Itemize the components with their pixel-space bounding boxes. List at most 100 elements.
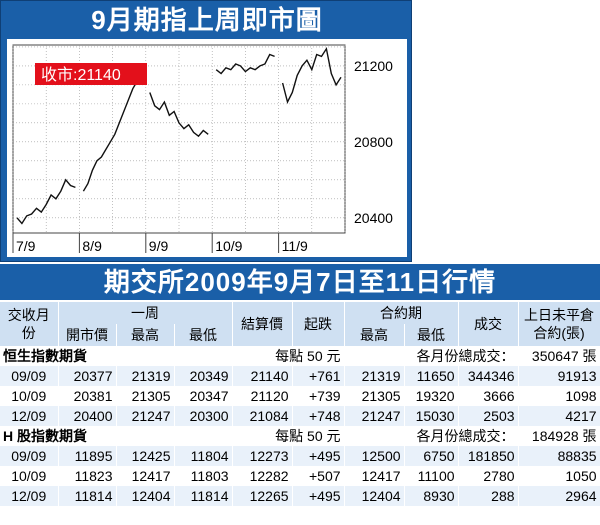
cell-high: 21305: [116, 386, 175, 406]
cell-high: 12417: [116, 466, 175, 486]
cell-change: +748: [292, 406, 345, 426]
cell-month: 10/09: [0, 466, 59, 486]
cell-month: 12/09: [0, 486, 59, 506]
chart-panel: 9月期指上周即市圖 20400 20800 21200 7/9 8/9 9/9 10/9 11…: [0, 0, 412, 262]
cell-settle: 21140: [232, 366, 293, 386]
table-row: 10/09 20381 21305 20347 21120 +739 21305 19320 3…: [0, 386, 600, 406]
chart-title: 9月期指上周即市圖: [91, 5, 323, 35]
table-row: 09/09 11895 12425 11804 12273 +495 12500 6750 18…: [0, 446, 600, 466]
cell-c-high: 12500: [344, 446, 405, 466]
header-low: 最低: [174, 324, 233, 346]
header-week: 一周: [58, 302, 233, 324]
cell-c-low: 6750: [404, 446, 459, 466]
cell-open: 11814: [58, 486, 117, 506]
header-contract-period: 合約期: [344, 302, 459, 324]
close-label-box: [35, 63, 147, 85]
header-change: 起跌: [292, 302, 345, 346]
cell-oi: 4217: [518, 406, 600, 426]
cell-low: 20347: [174, 386, 233, 406]
cell-c-low: 11650: [404, 366, 459, 386]
cell-change: +495: [292, 486, 345, 506]
section-header: H 股指數期貨 每點 50 元各月份總成交： 184928 張: [0, 426, 600, 446]
cell-low: 11804: [174, 446, 233, 466]
header-settle: 結算價: [232, 302, 293, 346]
cell-high: 12404: [116, 486, 175, 506]
cell-c-high: 12404: [344, 486, 405, 506]
y-tick-label: 20800: [354, 134, 393, 150]
cell-oi: 91913: [518, 366, 600, 386]
cell-c-low: 15030: [404, 406, 459, 426]
total-volume: 350647 張: [518, 346, 600, 366]
cell-c-high: 12417: [344, 466, 405, 486]
cell-volume: 2503: [458, 406, 519, 426]
cell-c-high: 21305: [344, 386, 405, 406]
header-open: 開市價: [58, 324, 117, 346]
cell-month: 12/09: [0, 406, 59, 426]
point-value: 每點 50 元: [232, 346, 345, 366]
cell-high: 21247: [116, 406, 175, 426]
cell-open: 11823: [58, 466, 117, 486]
futures-stats-table: 交收月份 一周 結算價 起跌 合約期 成交 上日未平倉合約(張) 開市價 最高 …: [0, 302, 600, 506]
cell-oi: 1050: [518, 466, 600, 486]
cell-oi: 2964: [518, 486, 600, 506]
header-volume: 成交: [458, 302, 519, 346]
cell-high: 21319: [116, 366, 175, 386]
cell-change: +495: [292, 446, 345, 466]
cell-settle: 21120: [232, 386, 293, 406]
x-tick-label: 10/9: [215, 238, 242, 254]
cell-open: 20381: [58, 386, 117, 406]
header-contract-low: 最低: [404, 324, 459, 346]
cell-low: 20300: [174, 406, 233, 426]
cell-c-high: 21247: [344, 406, 405, 426]
cell-volume: 288: [458, 486, 519, 506]
x-tick-label: 7/9: [16, 238, 36, 254]
series-line-11-9: [281, 46, 342, 104]
header-month: 交收月份: [0, 302, 59, 346]
x-tick-label: 8/9: [82, 238, 102, 254]
x-tick-label: 11/9: [282, 238, 308, 254]
section-name: 恒生指數期貨: [0, 346, 233, 366]
header-contract-high: 最高: [344, 324, 405, 346]
cell-month: 09/09: [0, 446, 59, 466]
cell-c-high: 21319: [344, 366, 405, 386]
cell-month: 09/09: [0, 366, 59, 386]
cell-low: 11814: [174, 486, 233, 506]
cell-change: +507: [292, 466, 345, 486]
header-high: 最高: [116, 324, 175, 346]
cell-settle: 12282: [232, 466, 293, 486]
y-tick-label: 21200: [354, 58, 393, 74]
point-value: 每點 50 元: [232, 426, 345, 446]
cell-oi: 1098: [518, 386, 600, 406]
chart-area: 20400 20800 21200 7/9 8/9 9/9 10/9 11/9 收市:2114…: [7, 39, 407, 257]
intraday-chart: 20400 20800 21200 7/9 8/9 9/9 10/9 11/9 收市:2114…: [12, 44, 393, 254]
series-line-9-9: [149, 92, 209, 138]
total-volume-label: 各月份總成交：: [344, 426, 519, 446]
cell-settle: 12273: [232, 446, 293, 466]
cell-change: +761: [292, 366, 345, 386]
cell-volume: 2780: [458, 466, 519, 486]
cell-open: 20400: [58, 406, 117, 426]
series-line-10-9: [215, 53, 275, 75]
total-volume-label: 各月份總成交：: [344, 346, 519, 366]
header-prev-oi: 上日未平倉合約(張): [518, 302, 600, 346]
cell-oi: 88835: [518, 446, 600, 466]
series-line-8-9: [82, 69, 143, 192]
cell-open: 11895: [58, 446, 117, 466]
cell-high: 12425: [116, 446, 175, 466]
cell-open: 20377: [58, 366, 117, 386]
table-row: 12/09 11814 12404 11814 12265 +495 12404 8930 28…: [0, 486, 600, 506]
table-title: 期交所2009年9月7日至11日行情: [0, 264, 600, 300]
table-row: 12/09 20400 21247 20300 21084 +748 21247 15030 2…: [0, 406, 600, 426]
cell-c-low: 19320: [404, 386, 459, 406]
header-row-top: 交收月份 一周 結算價 起跌 合約期 成交 上日未平倉合約(張): [0, 302, 600, 346]
cell-volume: 181850: [458, 446, 519, 466]
table-row: 10/09 11823 12417 11803 12282 +507 12417 11100 2…: [0, 466, 600, 486]
header-row-bottom: 開市價 最高 最低 最高 最低: [0, 324, 600, 346]
total-volume: 184928 張: [518, 426, 600, 446]
cell-low: 20349: [174, 366, 233, 386]
cell-c-low: 11100: [404, 466, 459, 486]
table-row: 09/09 20377 21319 20349 21140 +761 21319 11650 3…: [0, 366, 600, 386]
cell-volume: 344346: [458, 366, 519, 386]
cell-c-low: 8930: [404, 486, 459, 506]
cell-settle: 12265: [232, 486, 293, 506]
